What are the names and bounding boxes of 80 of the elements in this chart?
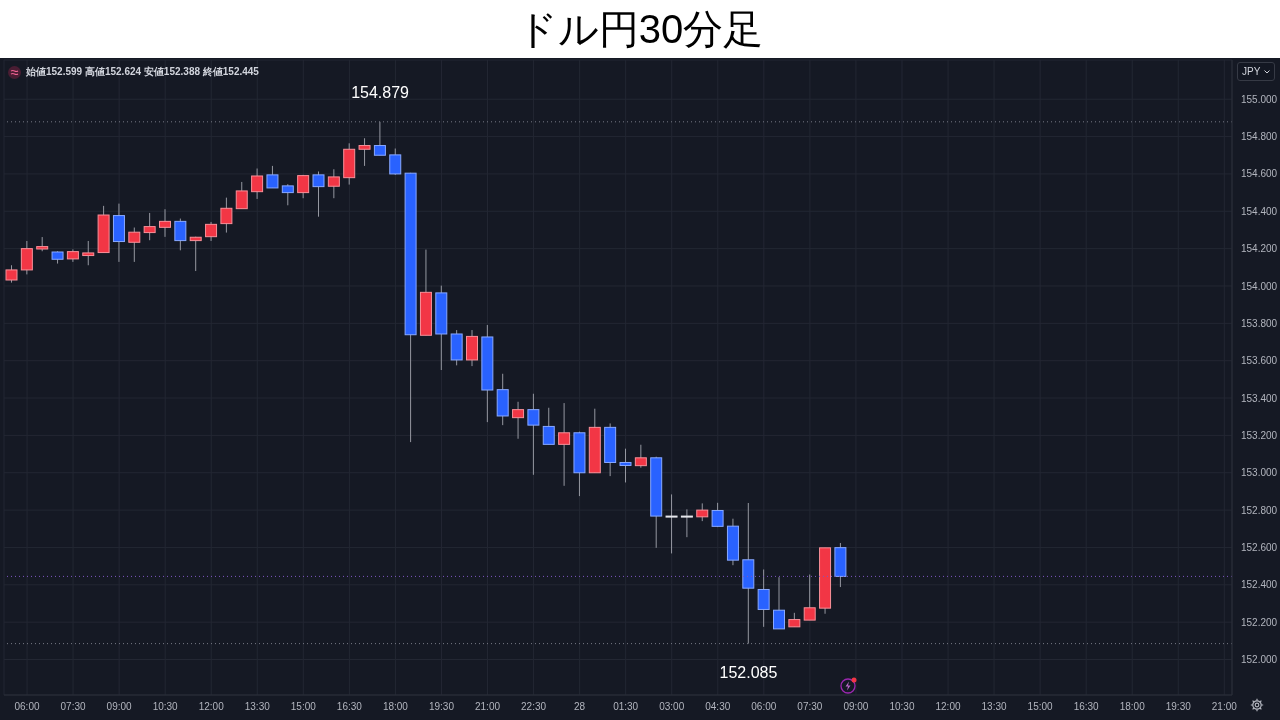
x-tick-label: 18:00 — [1119, 701, 1146, 713]
y-axis-title: JPY — [1242, 66, 1261, 77]
candlestick — [619, 448, 632, 483]
y-tick-label: 154.200 — [1241, 243, 1278, 255]
y-tick-label: 152.400 — [1241, 579, 1278, 591]
x-tick-label: 10:30 — [889, 701, 915, 713]
y-tick-label: 153.600 — [1241, 355, 1278, 367]
y-tick-label: 153.800 — [1241, 317, 1278, 329]
y-tick-label: 153.200 — [1241, 429, 1278, 441]
chart-title: ドル円30分足 — [516, 5, 764, 53]
candlestick — [143, 212, 156, 241]
candlestick — [235, 181, 248, 210]
y-tick-label: 153.000 — [1241, 467, 1278, 479]
dropdown: JPY — [1237, 62, 1275, 81]
candlestick — [20, 240, 33, 275]
annotation: 152.085 — [719, 663, 778, 681]
y-tick-label: 152.000 — [1241, 654, 1278, 666]
x-tick-label: 03:00 — [659, 701, 685, 713]
x-tick-label: 01:30 — [613, 701, 639, 713]
annotation: 154.879 — [351, 83, 410, 101]
candlestick — [251, 168, 264, 200]
x-tick-label: 06:00 — [751, 701, 777, 713]
x-tick-label: 16:30 — [1073, 701, 1100, 713]
x-tick-label: 09:00 — [843, 701, 869, 713]
x-tick-label: 22:30 — [521, 701, 547, 713]
candlestick — [803, 574, 816, 621]
candlestick — [373, 121, 386, 156]
candlestick — [665, 493, 678, 554]
y-tick-label: 153.400 — [1241, 392, 1278, 404]
x-tick-label: 07:30 — [797, 701, 823, 713]
x-tick-label: 15:00 — [1027, 701, 1054, 713]
x-tick-label: 16:30 — [336, 701, 363, 713]
candlestick — [527, 393, 540, 476]
candlestick — [205, 221, 218, 242]
candlestick — [711, 502, 724, 528]
candlestick — [312, 171, 325, 218]
x-tick-label: 19:30 — [428, 701, 455, 713]
x-tick-label: 06:00 — [14, 701, 40, 713]
x-tick-label: 12:00 — [935, 701, 961, 713]
candlestick — [358, 137, 371, 167]
candlestick — [466, 329, 478, 367]
candlestick — [220, 197, 233, 234]
candlestick — [327, 168, 340, 199]
candlestick — [634, 444, 647, 469]
candlestick — [82, 240, 95, 266]
candlestick — [174, 218, 187, 251]
y-tick-label: 152.200 — [1241, 616, 1278, 628]
y-tick-label: 154.800 — [1241, 131, 1278, 143]
x-tick-label: 28 — [574, 701, 586, 713]
x-tick-label: 04:30 — [705, 701, 731, 713]
y-tick-label: 155.000 — [1241, 93, 1278, 105]
x-tick-label: 15:00 — [290, 701, 317, 713]
y-tick-label: 154.000 — [1241, 280, 1278, 292]
y-tick-label: 154.600 — [1241, 168, 1278, 180]
candlestick — [512, 401, 525, 440]
candlestick — [266, 165, 279, 189]
candlestick — [389, 148, 402, 176]
y-tick-label: 152.800 — [1241, 504, 1278, 516]
candlestick — [680, 508, 693, 538]
candlestick — [773, 576, 785, 630]
x-tick-label: 07:30 — [60, 701, 87, 713]
x-tick-label: 19:30 — [1165, 701, 1192, 713]
candlestick — [542, 407, 555, 445]
y-tick-label: 154.400 — [1241, 205, 1278, 217]
candlestick — [159, 208, 171, 238]
candlestick — [757, 568, 770, 628]
annotation: 始値152.599 高値152.624 安値152.388 終値152.445 — [26, 65, 259, 79]
candlestick — [128, 227, 141, 263]
x-tick-label: 10:30 — [152, 701, 179, 713]
x-tick-label: 13:30 — [981, 701, 1008, 713]
candlestick — [189, 236, 202, 272]
x-tick-label: 21:00 — [1211, 701, 1238, 713]
candlestick — [558, 402, 571, 487]
x-tick-label: 12:00 — [198, 701, 225, 713]
y-tick-label: 152.600 — [1241, 542, 1278, 554]
x-tick-label: 09:00 — [106, 701, 133, 713]
x-tick-label: 18:00 — [382, 701, 409, 713]
x-tick-label: 13:30 — [244, 701, 271, 713]
x-tick-label: 21:00 — [475, 701, 501, 713]
candlestick — [281, 183, 294, 206]
